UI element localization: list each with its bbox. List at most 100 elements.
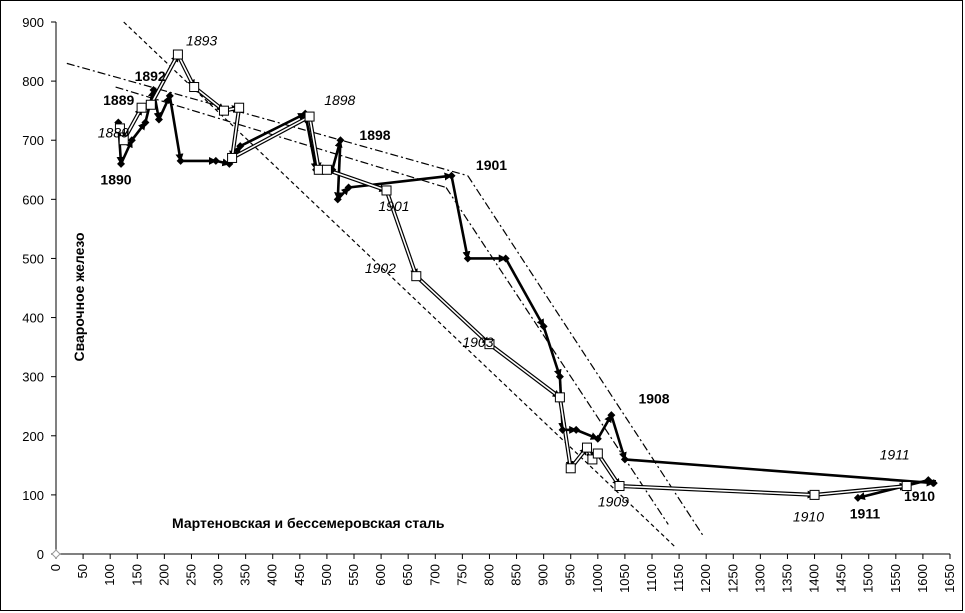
trendline: [467, 175, 704, 537]
series-segment-inner: [814, 485, 907, 496]
x-tick-label: 500: [319, 564, 334, 586]
data-point-diamond: [127, 136, 136, 145]
data-point-square: [592, 448, 603, 459]
data-point-diamond: [929, 479, 938, 488]
data-point-square: [565, 463, 576, 474]
series-segment: [334, 140, 343, 201]
series-segment: [542, 326, 562, 378]
data-point-square: [321, 164, 332, 175]
data-point-square: [118, 135, 129, 146]
data-point-diamond: [555, 372, 564, 381]
year-annotation: 1892: [135, 68, 166, 84]
data-point-square: [554, 392, 565, 403]
x-tick-label: 1200: [698, 564, 713, 593]
data-point-square: [809, 489, 820, 500]
x-axis-title: Мартеновская и бессемеровская сталь: [172, 515, 445, 531]
data-point-square: [381, 185, 392, 196]
series-segment: [130, 121, 147, 142]
data-point-square: [172, 49, 183, 60]
y-tick-label: 400: [22, 311, 44, 326]
series-segment-inner: [123, 107, 143, 141]
data-point-diamond: [236, 142, 245, 151]
series-lines: [116, 53, 937, 501]
x-tick-label: 900: [536, 564, 551, 586]
series-segment: [239, 112, 307, 148]
data-point-diamond: [141, 118, 150, 127]
data-point-square: [901, 481, 912, 492]
series-markers: [51, 49, 938, 559]
x-tick-label: 1650: [942, 564, 957, 593]
series-segment-inner: [385, 190, 418, 277]
year-annotation: 1890: [100, 172, 131, 188]
series-segment-inner: [231, 107, 240, 159]
x-tick-label: 1600: [915, 564, 930, 593]
trendline: [445, 187, 669, 525]
x-tick-label: 800: [481, 564, 496, 586]
series-segment-inner: [488, 343, 561, 398]
x-tick-label: 100: [102, 564, 117, 586]
year-annotation: 1910: [793, 508, 824, 524]
data-point-square: [411, 271, 422, 282]
y-tick-label: 900: [22, 15, 44, 30]
x-tick-label: 1350: [779, 564, 794, 593]
x-tick-label: 400: [265, 564, 280, 586]
year-annotation: 1908: [638, 390, 669, 406]
x-tick-label: 650: [400, 564, 415, 586]
series-segment-inner: [177, 54, 195, 88]
y-axis-title: Сварочное железо: [71, 232, 87, 361]
series-segment-inner: [597, 453, 621, 487]
y-tick-label: 200: [22, 429, 44, 444]
data-point-diamond: [593, 434, 602, 443]
x-tick-label: 750: [454, 564, 469, 586]
year-annotation: 1898: [324, 92, 355, 108]
trendlines: [66, 21, 704, 549]
data-point-diamond: [558, 425, 567, 434]
series-segment-inner: [559, 397, 572, 469]
data-point-diamond: [607, 411, 616, 420]
x-tick-label: 200: [156, 564, 171, 586]
data-point-square: [227, 152, 238, 163]
y-tick-label: 700: [22, 133, 44, 148]
x-tick-label: 1500: [861, 564, 876, 593]
data-point-square: [484, 339, 495, 350]
data-point-diamond: [447, 171, 456, 180]
year-annotation: 1911: [850, 506, 881, 522]
data-point-square: [189, 82, 200, 93]
data-point-diamond: [620, 455, 629, 464]
x-tick-label: 1100: [644, 564, 659, 592]
x-tick-label: 150: [129, 564, 144, 586]
data-point-diamond: [154, 115, 163, 124]
series-segment-inner: [619, 485, 815, 496]
x-tick-label: 700: [427, 564, 442, 586]
series-segment: [348, 172, 453, 189]
year-annotation: 1909: [598, 494, 629, 510]
data-point-diamond: [539, 322, 548, 331]
data-point-diamond: [924, 476, 933, 485]
axes: 0 100 200 300 400 500 600 700 800 900 0 50 100 150 200…: [22, 15, 957, 593]
data-point-diamond: [344, 183, 353, 192]
year-annotation: 1902: [365, 260, 396, 276]
data-point-square: [218, 105, 229, 116]
data-point-diamond: [333, 195, 342, 204]
data-point-square: [581, 442, 592, 453]
data-point-diamond: [117, 159, 126, 168]
data-point-square: [587, 454, 598, 465]
x-tick-label: 950: [563, 564, 578, 586]
data-point-square: [136, 102, 147, 113]
series-segment: [168, 95, 184, 162]
data-point-diamond: [853, 493, 862, 502]
annotations: 1889 1889 1890 1892 1893 1898 1898 1901 1901 1902…: [98, 33, 936, 525]
data-point-diamond: [149, 85, 158, 94]
data-point-diamond: [463, 254, 472, 263]
series-segment: [157, 94, 171, 121]
series-segment: [624, 458, 935, 487]
series-segment-inner: [308, 116, 320, 170]
x-tick-label: 350: [238, 564, 253, 586]
y-tick-label: 100: [22, 488, 44, 503]
data-point-square: [304, 111, 315, 122]
data-point-diamond: [572, 425, 581, 434]
series-segment: [450, 175, 471, 260]
x-tick-label: 1150: [671, 564, 686, 592]
